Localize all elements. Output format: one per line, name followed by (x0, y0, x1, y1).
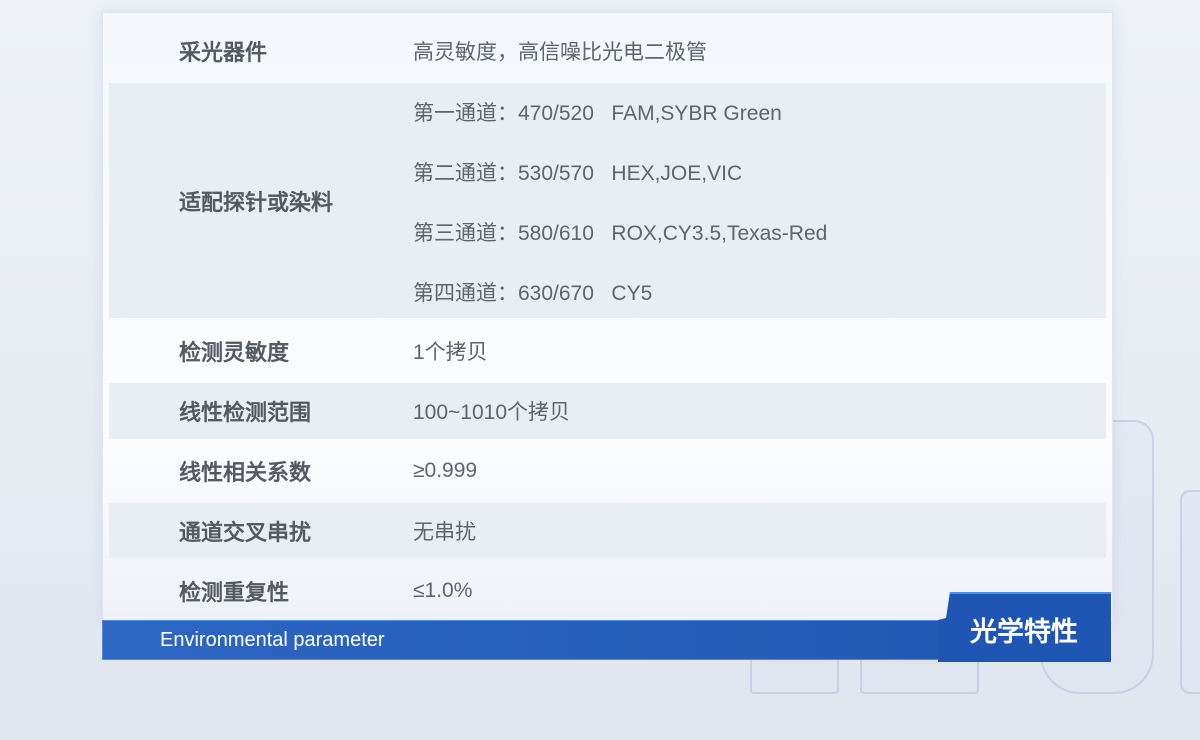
section-title-tab: 光学特性 (938, 592, 1111, 662)
table-row: 适配探针或染料 第一通道：470/520 FAM,SYBR Green 第二通道… (109, 83, 1106, 318)
section-subtitle: Environmental parameter (160, 629, 385, 651)
table-row: 通道交叉串扰 无串扰 (109, 503, 1106, 558)
row-value: 高灵敏度，高信噪比光电二极管 (413, 41, 707, 64)
row-value: 第一通道：470/520 FAM,SYBR Green (413, 102, 782, 125)
table-row: 采光器件 高灵敏度，高信噪比光电二极管 (109, 21, 1106, 81)
table-row: 线性相关系数 ≥0.999 (109, 441, 1106, 501)
row-value: 第四通道：630/670 CY5 (413, 282, 653, 305)
row-value: 无串扰 (413, 520, 476, 544)
table-row: 线性检测范围 100~1010个拷贝 (109, 383, 1106, 439)
row-label: 检测重复性 (179, 580, 290, 605)
row-label: 线性检测范围 (179, 400, 312, 425)
row-label: 采光器件 (179, 40, 268, 65)
row-value: 第三通道：580/610 ROX,CY3.5,Texas-Red (413, 222, 828, 245)
row-label: 通道交叉串扰 (179, 519, 312, 545)
row-label: 线性相关系数 (179, 460, 312, 485)
section-title: 光学特性 (970, 617, 1078, 647)
flask-decoration (1180, 490, 1200, 694)
row-value: 100~1010个拷贝 (413, 401, 571, 424)
row-label: 适配探针或染料 (179, 189, 334, 215)
table-row: 检测灵敏度 1个拷贝 (109, 321, 1106, 381)
row-value: 第二通道：530/570 HEX,JOE,VIC (413, 162, 743, 185)
row-value: ≥0.999 (413, 459, 478, 482)
row-value: ≤1.0% (413, 579, 473, 602)
table-row: 检测重复性 ≤1.0% (109, 561, 1106, 621)
row-label: 检测灵敏度 (179, 340, 290, 365)
spec-table: 采光器件 高灵敏度，高信噪比光电二极管 适配探针或染料 第一通道：470/520… (102, 12, 1113, 622)
row-value: 1个拷贝 (413, 341, 488, 364)
